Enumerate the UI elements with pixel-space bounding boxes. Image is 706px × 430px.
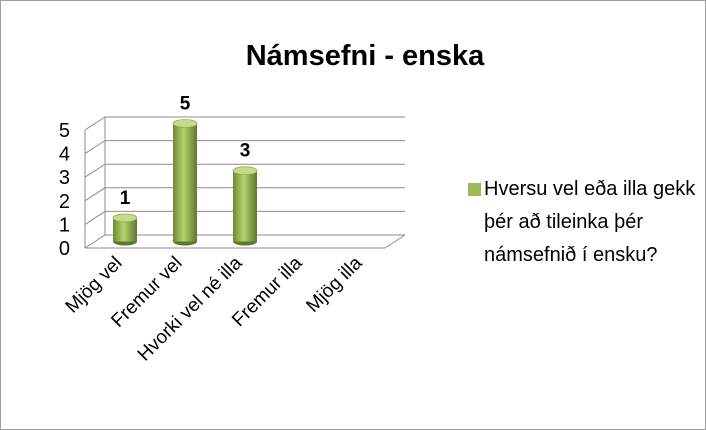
data-label: 3 <box>240 141 251 162</box>
bar <box>113 217 137 242</box>
data-label: 1 <box>120 188 131 209</box>
bar <box>173 123 197 242</box>
bar-top <box>232 166 258 175</box>
grid-line <box>84 210 405 225</box>
y-tick-label: 5 <box>59 120 70 142</box>
grid-line <box>84 187 405 202</box>
y-tick-label: 3 <box>59 167 70 189</box>
y-tick-label: 2 <box>59 191 70 213</box>
grid-line <box>84 234 405 249</box>
bar <box>233 170 257 242</box>
legend-label: Hversu vel eða illa gekk þér að tileinka… <box>484 178 696 266</box>
legend-swatch <box>468 183 481 196</box>
grid-line <box>84 140 405 155</box>
grid-line <box>84 163 405 178</box>
y-tick-label: 1 <box>59 214 70 236</box>
y-tick-label: 4 <box>59 144 70 166</box>
data-label: 5 <box>180 94 191 115</box>
bar-top <box>112 213 138 223</box>
floor-right <box>384 234 406 249</box>
bar-top <box>172 119 198 128</box>
grid-line <box>84 116 405 131</box>
y-tick-label: 0 <box>59 238 70 260</box>
chart-title: Námsefni - enska <box>246 40 485 72</box>
